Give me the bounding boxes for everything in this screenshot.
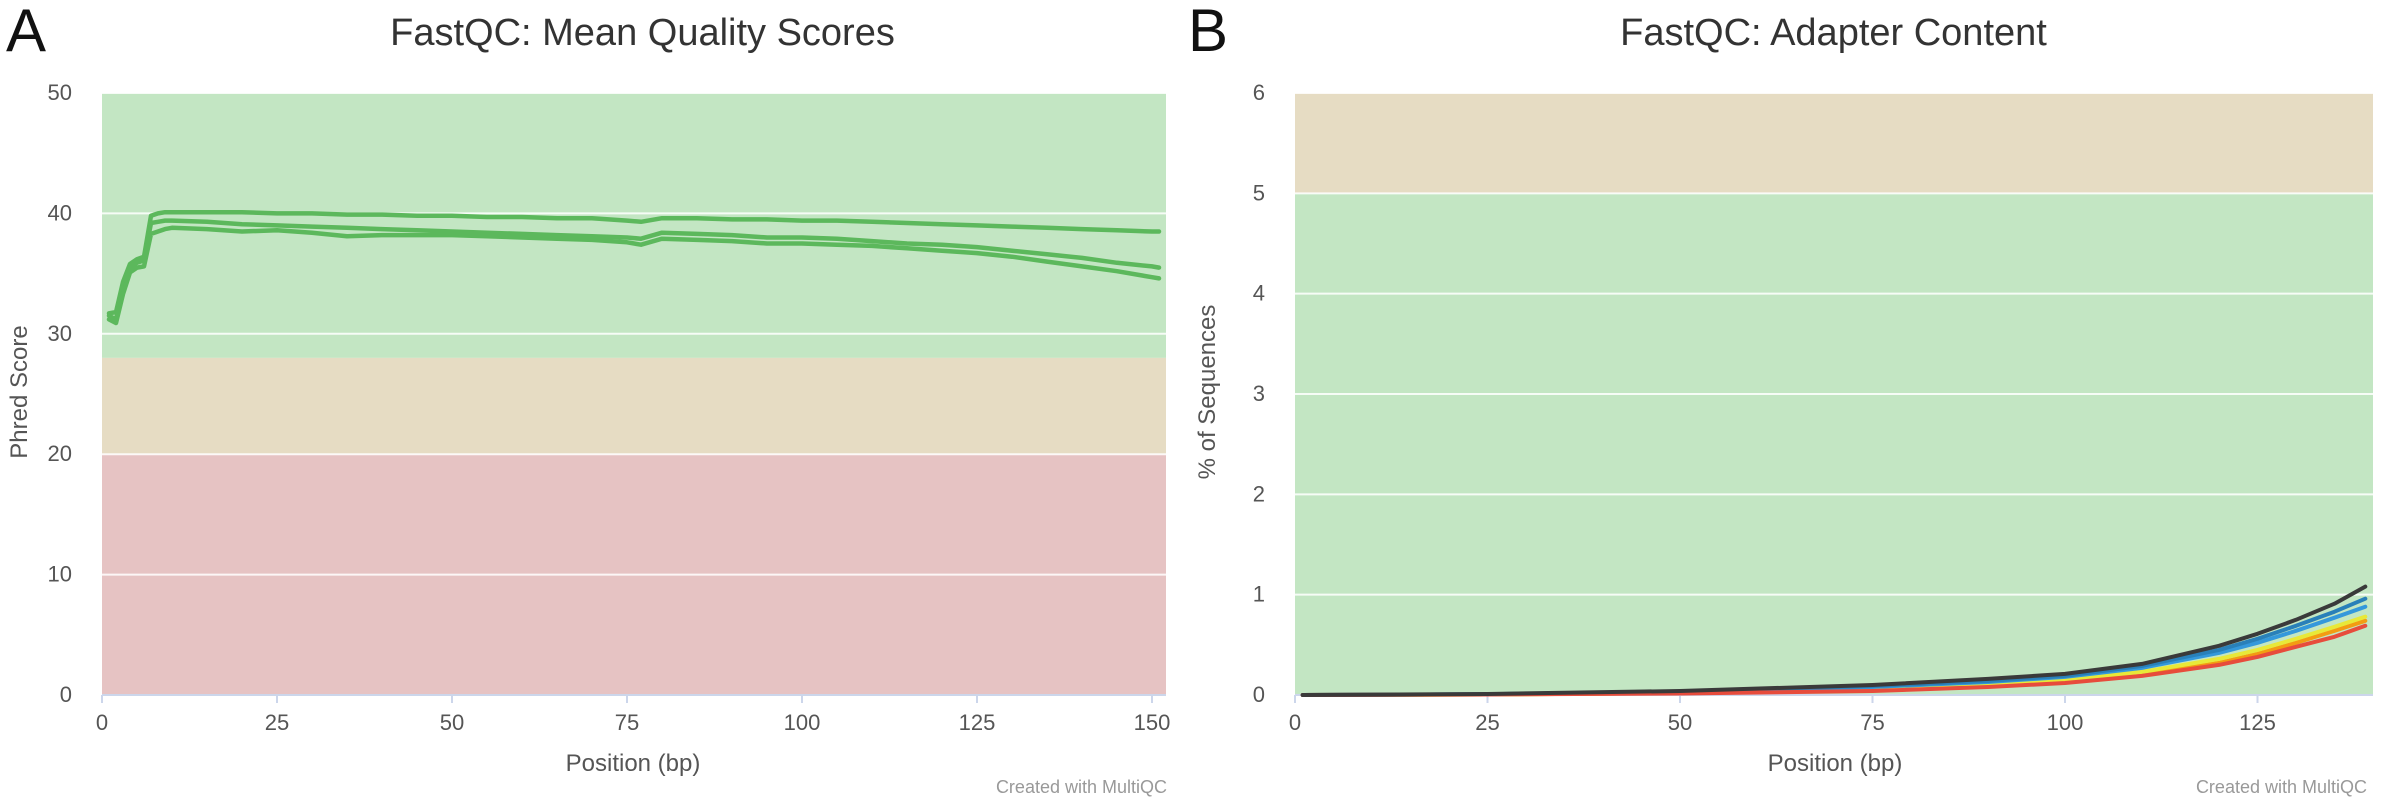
x-tick-label: 100 bbox=[2047, 710, 2084, 735]
x-tick-label: 125 bbox=[2239, 710, 2276, 735]
x-axis-title: Position (bp) bbox=[1768, 750, 1903, 777]
x-tick-label: 0 bbox=[1289, 710, 1301, 735]
y-tick-label: 0 bbox=[60, 682, 72, 707]
y-tick-label: 5 bbox=[1253, 180, 1265, 205]
y-tick-label: 3 bbox=[1253, 381, 1265, 406]
y-tick-label: 4 bbox=[1253, 281, 1265, 306]
y-tick-label: 1 bbox=[1253, 582, 1265, 607]
y-tick-label: 10 bbox=[48, 562, 72, 587]
mean-quality-chart: 0 10 20 30 40 50 0 25 50 75 100 125 150 Position (bp… bbox=[6, 80, 1171, 797]
x-tick-label: 75 bbox=[1860, 710, 1884, 735]
x-axis-title: Position (bp) bbox=[566, 750, 701, 777]
adapter-content-chart: 0 1 2 3 4 5 6 0 25 50 75 100 125 Position (bp) % of … bbox=[1194, 80, 2373, 797]
tick-labels: 0 1 2 3 4 5 6 0 25 50 75 100 125 bbox=[1253, 80, 2276, 735]
y-axis-title: % of Sequences bbox=[1194, 305, 1221, 480]
y-tick-label: 30 bbox=[48, 321, 72, 346]
x-tick-label: 125 bbox=[959, 710, 996, 735]
x-tick-label: 75 bbox=[615, 710, 639, 735]
credit-text: Created with MultiQC bbox=[2196, 777, 2367, 797]
y-tick-label: 50 bbox=[48, 80, 72, 105]
background-band bbox=[1295, 93, 2373, 194]
quality-bands bbox=[102, 93, 1166, 695]
background-band bbox=[1295, 193, 2373, 696]
chart-title: FastQC: Adapter Content bbox=[1620, 12, 2047, 54]
series-line bbox=[106, 225, 1162, 326]
chart-title: FastQC: Mean Quality Scores bbox=[390, 12, 895, 54]
x-tick-label: 150 bbox=[1134, 710, 1171, 735]
x-tick-label: 25 bbox=[265, 710, 289, 735]
y-tick-label: 0 bbox=[1253, 682, 1265, 707]
series-line bbox=[1300, 623, 2368, 697]
panel-letter: B bbox=[1188, 0, 1229, 64]
y-axis-title: Phred Score bbox=[6, 325, 33, 458]
y-tick-label: 6 bbox=[1253, 80, 1265, 105]
x-tick-label: 50 bbox=[440, 710, 464, 735]
panel-a: A FastQC: Mean Quality Scores 0 10 20 30 40 5… bbox=[0, 0, 1185, 800]
credit-text: Created with MultiQC bbox=[996, 777, 1167, 797]
series-line bbox=[1300, 584, 2368, 697]
series-line bbox=[106, 218, 1162, 322]
background-band bbox=[102, 357, 1166, 455]
panel-b: B FastQC: Adapter Content 0 1 2 3 4 5 6 0 25 50 75… bbox=[1185, 0, 2382, 800]
y-tick-label: 40 bbox=[48, 200, 72, 225]
y-tick-label: 20 bbox=[48, 441, 72, 466]
status-bands bbox=[1295, 93, 2373, 696]
x-tick-label: 25 bbox=[1475, 710, 1499, 735]
x-tick-label: 0 bbox=[96, 710, 108, 735]
series-line bbox=[106, 209, 1162, 316]
panel-letter: A bbox=[6, 0, 47, 64]
tick-labels: 0 10 20 30 40 50 0 25 50 75 100 125 150 bbox=[48, 80, 1171, 735]
x-tick-label: 50 bbox=[1668, 710, 1692, 735]
series-group bbox=[106, 209, 1162, 326]
series-group bbox=[1300, 584, 2368, 697]
y-tick-label: 2 bbox=[1253, 481, 1265, 506]
x-tick-label: 100 bbox=[784, 710, 821, 735]
